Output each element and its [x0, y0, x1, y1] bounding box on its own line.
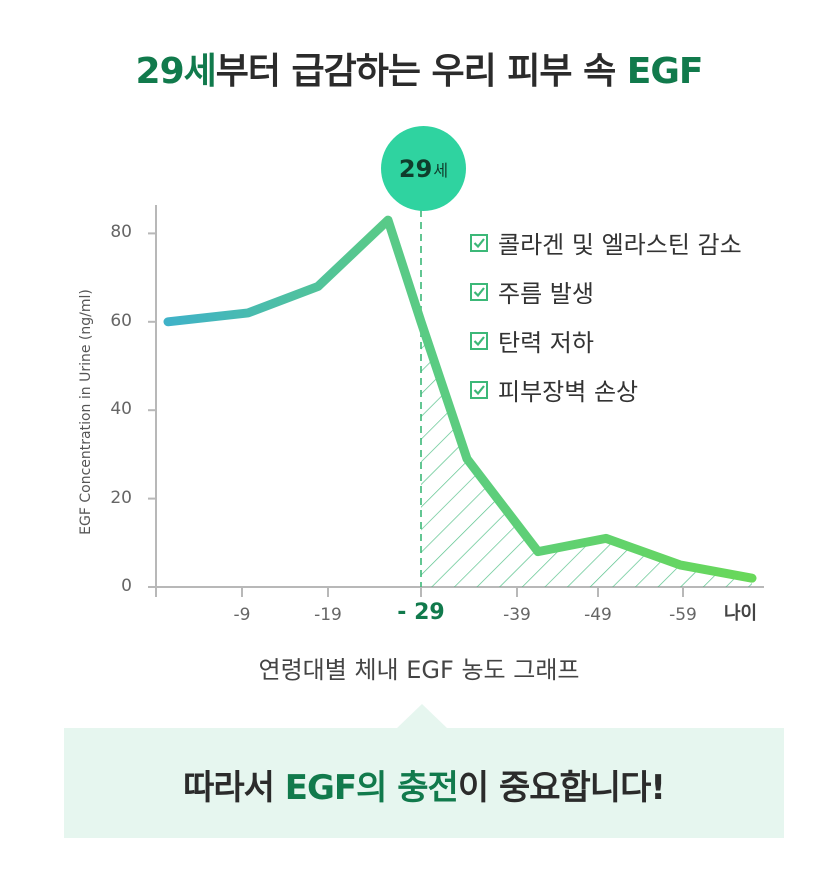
- chart-caption: 연령대별 체내 EGF 농도 그래프: [258, 656, 580, 684]
- x-tick-label: -49: [584, 605, 612, 625]
- callout-pre: 따라서: [183, 768, 285, 808]
- age-badge-number: 29: [398, 154, 433, 183]
- y-tick-label: 80: [110, 222, 132, 243]
- y-tick-label: 0: [121, 576, 132, 596]
- callout-post: 이 중요합니다!: [457, 768, 666, 808]
- checkbox-icon: [470, 380, 488, 399]
- y-tick-label: 60: [110, 310, 132, 331]
- x-axis-title: 나이: [724, 603, 758, 624]
- symptom-label: 피부장벽 손상: [498, 378, 639, 406]
- x-tick-label: -19: [314, 605, 342, 625]
- x-tick-label: -39: [503, 605, 531, 625]
- symptom-label: 탄력 저하: [498, 329, 594, 357]
- decline-area: [421, 321, 752, 587]
- x-tick-label: - 29: [397, 600, 445, 625]
- x-tick-label: -9: [233, 605, 251, 625]
- symptom-item: 피부장벽 손상: [470, 365, 742, 414]
- checkbox-icon: [470, 282, 488, 301]
- title-accent-age: 29세: [135, 51, 217, 92]
- callout-accent: EGF의 충전: [284, 768, 459, 808]
- callout-text: 따라서 EGF의 충전이 중요합니다!: [64, 760, 784, 809]
- checkbox-icon: [470, 331, 488, 350]
- symptom-item: 콜라겐 및 엘라스틴 감소: [470, 218, 742, 267]
- callout-pointer: [396, 704, 448, 729]
- age-badge-unit: 세: [433, 160, 449, 180]
- x-tick-label: -59: [669, 605, 697, 625]
- checkbox-icon: [470, 233, 488, 252]
- page-title: 29세부터 급감하는 우리 피부 속 EGF: [0, 42, 838, 94]
- symptom-list: 콜라겐 및 엘라스틴 감소 주름 발생 탄력 저하 피부장벽 손상: [470, 218, 742, 414]
- title-accent-egf: EGF: [626, 51, 704, 92]
- chart: [148, 205, 764, 597]
- symptom-label: 콜라겐 및 엘라스틴 감소: [498, 231, 742, 259]
- symptom-label: 주름 발생: [498, 280, 594, 308]
- callout-box: [64, 728, 784, 838]
- symptom-item: 주름 발생: [470, 267, 742, 316]
- y-tick-label: 20: [110, 487, 132, 508]
- symptom-item: 탄력 저하: [470, 316, 742, 365]
- egf-line: [163, 215, 757, 583]
- title-text: 부터 급감하는 우리 피부 속: [215, 51, 627, 92]
- age-badge: 29 세: [381, 126, 466, 211]
- y-tick-label: 40: [110, 399, 132, 420]
